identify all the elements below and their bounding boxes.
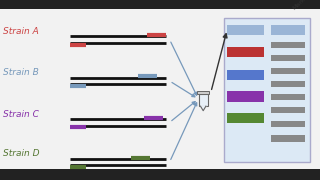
Bar [228,91,264,102]
Bar [271,55,305,61]
Text: Marker: Marker [292,0,312,11]
Bar [0,9,320,169]
Bar [228,25,264,35]
Bar [271,121,305,127]
Bar [271,107,305,113]
Bar [228,70,264,80]
Text: Strain B: Strain B [3,68,39,77]
Bar [271,135,305,142]
Bar [224,18,310,162]
Bar [228,113,264,123]
Text: Strain C: Strain C [3,110,39,119]
Bar [271,68,305,74]
Bar [271,25,305,35]
Bar [271,42,305,48]
Text: Strain D: Strain D [3,149,40,158]
Bar [228,47,264,57]
Bar [271,81,305,87]
FancyBboxPatch shape [197,91,209,94]
FancyBboxPatch shape [199,94,208,106]
Bar [271,94,305,100]
Text: Strain A: Strain A [3,27,39,36]
Polygon shape [201,106,206,111]
